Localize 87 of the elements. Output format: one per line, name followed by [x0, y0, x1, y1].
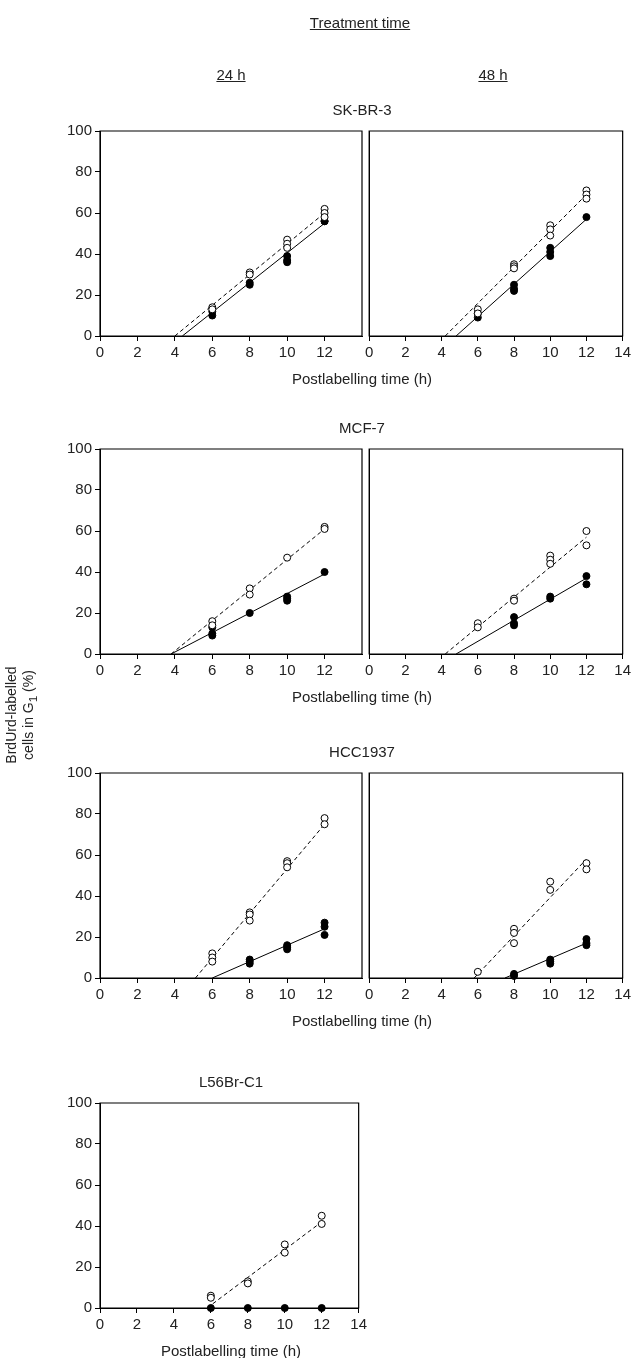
y-tick-label: 80 — [75, 162, 92, 180]
x-tick-label: 12 — [578, 661, 595, 679]
x-tick-label: 0 — [365, 985, 374, 1003]
y-tick-label: 60 — [75, 1175, 92, 1193]
x-tick-label: 4 — [169, 1315, 179, 1333]
x-tick-label: 4 — [437, 985, 446, 1003]
x-tick-label: 14 — [614, 343, 631, 361]
y-tick-label: 20 — [75, 285, 92, 303]
x-tick-label: 14 — [614, 985, 631, 1003]
x-tick-label: 6 — [473, 661, 482, 679]
x-tick-label: 10 — [276, 1315, 294, 1333]
x-tick-label: 12 — [316, 661, 333, 679]
x-tick-label: 6 — [473, 985, 482, 1003]
y-tick-label: 0 — [83, 326, 92, 344]
y-tick-label: 80 — [75, 480, 92, 498]
x-tick-label: 0 — [95, 985, 105, 1003]
y-tick-label: 40 — [75, 244, 92, 262]
y-tick-label: 20 — [75, 1257, 92, 1275]
x-tick-label: 8 — [509, 661, 519, 679]
x-axis-title: Postlabelling time (h) — [291, 1012, 433, 1029]
y-tick-label: 80 — [75, 804, 92, 822]
x-tick-label: 4 — [170, 343, 180, 361]
y-tick-label: 60 — [75, 203, 92, 221]
x-tick-label: 10 — [541, 985, 559, 1003]
x-tick-label: 6 — [206, 1315, 216, 1333]
x-tick-label: 8 — [245, 985, 254, 1003]
x-tick-label: 0 — [365, 661, 374, 679]
x-tick-label: 0 — [95, 1315, 105, 1333]
y-tick-label: 40 — [75, 886, 92, 904]
x-tick-label: 10 — [541, 343, 559, 361]
y-tick-label: 0 — [83, 1298, 92, 1316]
y-tick-label: 40 — [75, 562, 92, 580]
x-tick-label: 2 — [401, 343, 410, 361]
x-tick-label: 2 — [133, 343, 142, 361]
y-tick-label: 100 — [66, 439, 92, 457]
x-tick-label: 10 — [541, 661, 559, 679]
x-tick-label: 10 — [278, 661, 296, 679]
x-tick-label: 12 — [578, 343, 595, 361]
chart-title: MCF-7 — [339, 419, 385, 436]
x-tick-label: 0 — [95, 661, 105, 679]
x-axis-title: Postlabelling time (h) — [291, 370, 433, 387]
y-tick-label: 100 — [66, 1093, 92, 1111]
x-tick-label: 2 — [132, 1315, 142, 1333]
x-tick-label: 6 — [208, 661, 217, 679]
x-axis-title: Postlabelling time (h) — [291, 688, 433, 705]
text: Treatment time — [309, 14, 411, 31]
x-tick-label: 6 — [473, 343, 482, 361]
x-tick-label: 8 — [509, 343, 519, 361]
x-tick-label: 4 — [170, 985, 180, 1003]
x-tick-label: 4 — [437, 661, 446, 679]
x-tick-label: 0 — [95, 343, 105, 361]
x-tick-label: 8 — [245, 661, 254, 679]
x-tick-label: 8 — [243, 1315, 252, 1333]
x-tick-label: 0 — [365, 343, 374, 361]
y-tick-label: 20 — [75, 603, 92, 621]
x-tick-label: 6 — [208, 343, 217, 361]
y-tick-label: 100 — [66, 763, 92, 781]
y-tick-label: 0 — [83, 968, 92, 986]
text: 48 h — [478, 66, 508, 83]
x-tick-label: 2 — [133, 985, 142, 1003]
x-tick-label: 8 — [509, 985, 519, 1003]
x-tick-label: 2 — [133, 661, 142, 679]
x-tick-label: 2 — [401, 661, 410, 679]
x-tick-label: 6 — [208, 985, 217, 1003]
y-tick-label: 60 — [75, 521, 92, 539]
x-tick-label: 4 — [170, 661, 180, 679]
text: 24 h — [216, 66, 246, 83]
x-tick-label: 2 — [401, 985, 410, 1003]
y-tick-label: 80 — [75, 1134, 92, 1152]
x-tick-label: 12 — [316, 985, 333, 1003]
chart-title: SK-BR-3 — [332, 101, 392, 118]
x-tick-label: 14 — [350, 1315, 367, 1333]
y-tick-label: 100 — [66, 121, 92, 139]
x-tick-label: 10 — [278, 343, 296, 361]
x-tick-label: 10 — [278, 985, 296, 1003]
y-tick-label: 60 — [75, 845, 92, 863]
y-tick-label: 40 — [75, 1216, 92, 1234]
x-tick-label: 12 — [316, 343, 333, 361]
y-tick-label: 20 — [75, 927, 92, 945]
chart-title: L56Br-C1 — [198, 1073, 264, 1090]
x-tick-label: 8 — [245, 343, 254, 361]
x-tick-label: 14 — [614, 661, 631, 679]
x-tick-label: 4 — [437, 343, 446, 361]
chart-title: HCC1937 — [329, 743, 395, 760]
y-tick-label: 0 — [83, 644, 92, 662]
x-tick-label: 12 — [578, 985, 595, 1003]
x-tick-label: 12 — [313, 1315, 331, 1333]
